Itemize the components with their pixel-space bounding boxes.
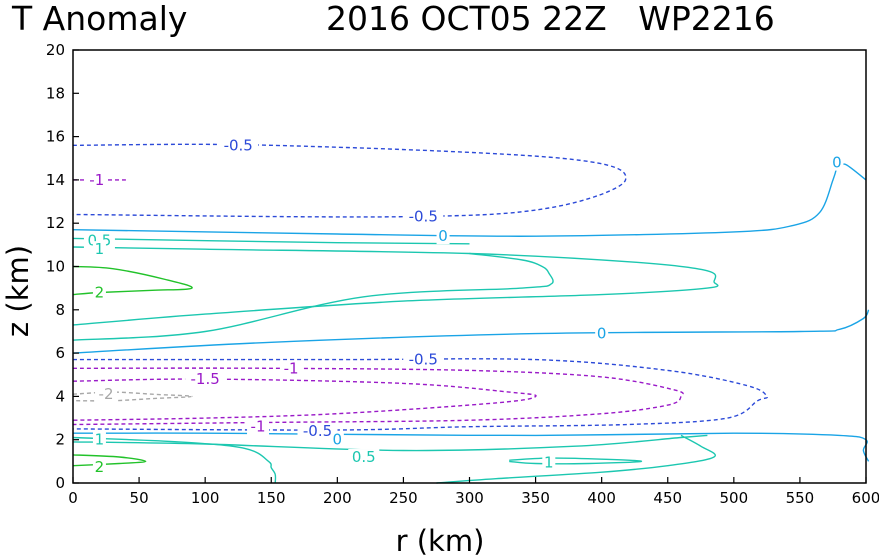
contour-label-bg xyxy=(92,458,106,475)
contour-line xyxy=(72,143,627,218)
contour-label: -0.5 xyxy=(409,351,438,369)
y-tick-label: 14 xyxy=(46,171,65,189)
y-tick-label: 2 xyxy=(55,431,65,449)
x-tick-label: 600 xyxy=(852,489,879,507)
contour-line xyxy=(72,252,554,341)
x-axis-label: r (km) xyxy=(396,524,485,558)
contour-line xyxy=(839,163,867,181)
y-tick-label: 6 xyxy=(55,344,65,362)
contour-line xyxy=(72,436,277,484)
contour-line xyxy=(72,378,537,421)
contour-label-bg xyxy=(595,325,609,342)
contour-line xyxy=(72,166,838,237)
contour-label: 0.5 xyxy=(352,448,376,466)
contour-label: -1 xyxy=(251,418,266,436)
contour-line xyxy=(509,457,643,465)
contour-label-bg xyxy=(92,241,106,258)
contour-label-bg xyxy=(85,171,108,188)
contour-label-bg xyxy=(280,360,303,377)
contour-label: 0 xyxy=(597,325,607,343)
contour-label-bg xyxy=(542,454,556,471)
x-tick-label: 450 xyxy=(653,489,682,507)
y-tick-label: 16 xyxy=(46,128,65,146)
contour-label-bg xyxy=(830,154,844,171)
contour-line xyxy=(72,265,193,296)
contour-label-bg xyxy=(83,232,115,249)
contour-label-bg xyxy=(92,431,106,448)
contour-label: -2 xyxy=(99,385,114,403)
contour-label-bg xyxy=(436,228,450,245)
contour-line xyxy=(72,309,870,354)
x-tick-label: 100 xyxy=(191,489,220,507)
x-tick-label: 150 xyxy=(257,489,286,507)
contour-label: 2 xyxy=(95,283,105,301)
x-axis: 0 50 100 150 200 250 300 350 400 450 500 550 600 xyxy=(68,477,879,507)
contour-label-bg xyxy=(247,418,270,435)
y-tick-label: 20 xyxy=(46,41,65,59)
contour-line xyxy=(436,434,716,484)
x-tick-label: 400 xyxy=(587,489,616,507)
contour-label: 1 xyxy=(544,453,554,471)
contour-label: 0 xyxy=(333,431,343,449)
contour-label-bg xyxy=(330,431,344,448)
chart-title-right: 2016 OCT05 22Z WP2216 xyxy=(326,0,775,38)
contour-label: -1 xyxy=(284,359,299,377)
contour-label-bg xyxy=(218,137,259,154)
contour-label: 1 xyxy=(95,240,105,258)
contour-label-bg xyxy=(403,351,444,368)
y-tick-label: 10 xyxy=(46,258,65,276)
y-tick-label: 18 xyxy=(46,84,65,102)
y-tick-label: 12 xyxy=(46,214,65,232)
x-tick-label: 550 xyxy=(786,489,815,507)
x-tick-label: 350 xyxy=(521,489,550,507)
y-axis-label: z (km) xyxy=(1,245,35,337)
chart-title-left: T Anomaly xyxy=(11,0,187,38)
contour-label: 0 xyxy=(832,154,842,172)
contour-line xyxy=(72,246,719,326)
contour-label-bg xyxy=(95,386,118,403)
x-tick-label: 0 xyxy=(68,489,78,507)
contour-line xyxy=(72,434,708,452)
contour-label: -1 xyxy=(89,171,104,189)
y-tick-label: 8 xyxy=(55,301,65,319)
contour-label: -0.5 xyxy=(303,422,332,440)
y-tick-label: 4 xyxy=(55,387,65,405)
y-axis: 0 2 4 6 8 10 12 14 16 18 20 xyxy=(46,41,79,492)
contour-line xyxy=(72,454,147,467)
x-tick-label: 50 xyxy=(130,489,149,507)
contour-label: 0 xyxy=(438,227,448,245)
x-tick-label: 500 xyxy=(720,489,749,507)
contour-line xyxy=(72,237,470,245)
contour-label-bg xyxy=(185,371,226,388)
contour-label: -0.5 xyxy=(224,136,253,154)
contour-line xyxy=(72,391,193,402)
contour-label: 1 xyxy=(95,431,105,449)
x-tick-label: 300 xyxy=(455,489,484,507)
y-tick-label: 0 xyxy=(55,474,65,492)
contour-label: 2 xyxy=(95,458,105,476)
contour-label-bg xyxy=(403,208,444,225)
x-tick-label: 250 xyxy=(389,489,418,507)
contour-lines xyxy=(72,143,870,484)
contour-line xyxy=(72,358,768,431)
contour-label-bg xyxy=(92,284,106,301)
contour-line xyxy=(72,432,870,462)
contour-line xyxy=(72,367,684,426)
plot-frame xyxy=(72,49,867,484)
contour-label-bg xyxy=(297,423,338,440)
x-tick-label: 200 xyxy=(323,489,352,507)
contour-label: -1.5 xyxy=(191,370,220,388)
contour-label: -0.5 xyxy=(409,208,438,226)
contour-label-bg xyxy=(348,449,380,466)
